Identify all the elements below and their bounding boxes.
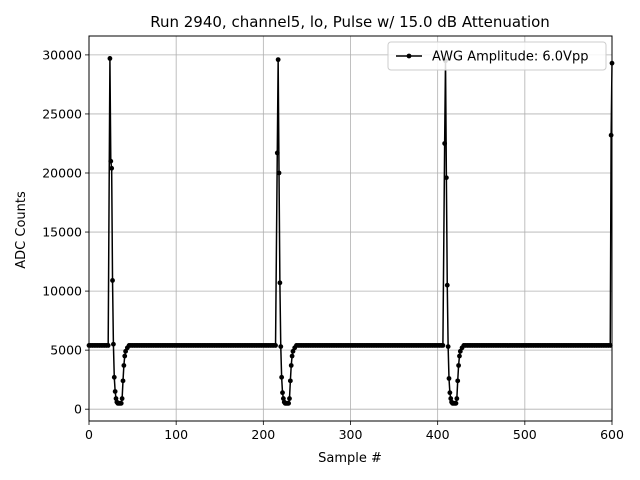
y-tick-label: 0 [74,402,82,417]
data-point [111,341,116,347]
x-tick-label: 200 [251,427,275,442]
data-point [273,343,278,348]
data-point [286,400,292,406]
data-point [457,348,463,354]
data-point [444,282,450,288]
data-point [278,344,284,349]
data-point [122,353,128,359]
x-tick-label: 0 [85,427,93,442]
chart-title: Run 2940, channel5, lo, Pulse w/ 15.0 dB… [150,13,550,31]
data-point [277,280,283,286]
data-point [455,378,461,384]
data-point [108,158,114,164]
data-point [121,363,127,368]
x-tick-label: 300 [339,427,363,442]
data-point [289,353,295,359]
y-tick-label: 10000 [42,284,82,299]
data-point [454,396,460,401]
y-axis-label: ADC Counts [14,191,29,269]
data-point [276,170,282,176]
data-point [111,374,117,380]
data-point [443,175,449,181]
data-point [107,56,113,61]
data-point [442,141,448,146]
legend-box [387,41,607,71]
data-point [279,374,285,380]
data-point [453,400,459,406]
data-point [105,343,111,348]
data-point [446,376,452,381]
x-tick-label: 100 [164,427,188,442]
data-point [274,150,280,156]
series-points [86,56,615,406]
data-point [288,363,294,368]
plot-area [86,56,615,406]
data-point [275,57,281,63]
y-tick-label: 20000 [42,165,82,180]
data-point [280,390,285,396]
legend-marker [406,53,412,59]
x-axis-label: Sample # [318,451,382,466]
y-tick-label: 15000 [42,225,82,240]
data-point [287,378,293,384]
data-point [123,348,129,354]
data-point [118,400,124,406]
data-point [110,278,115,283]
y-tick-label: 5000 [50,343,82,358]
ticks: 0 100 200 300 400 500 600 0 5000 10000 15000 20000 2… [42,47,624,442]
x-tick-label: 400 [426,427,450,442]
y-tick-label: 25000 [42,106,82,121]
y-tick-label: 30000 [42,47,82,62]
data-point [456,363,461,368]
data-point [445,344,451,349]
legend: AWG Amplitude: 6.0Vpp [387,41,607,71]
data-point [112,389,118,394]
data-point [447,390,453,396]
legend-label: AWG Amplitude: 6.0Vpp [432,50,588,65]
data-point [120,378,126,384]
x-tick-label: 600 [600,427,624,442]
data-point [290,348,296,354]
data-point [109,165,115,171]
data-point [119,396,125,401]
x-tick-label: 500 [513,427,537,442]
data-point [440,343,446,348]
data-point [607,343,613,348]
data-point [457,353,462,359]
data-point [287,396,292,401]
data-point [608,132,614,138]
